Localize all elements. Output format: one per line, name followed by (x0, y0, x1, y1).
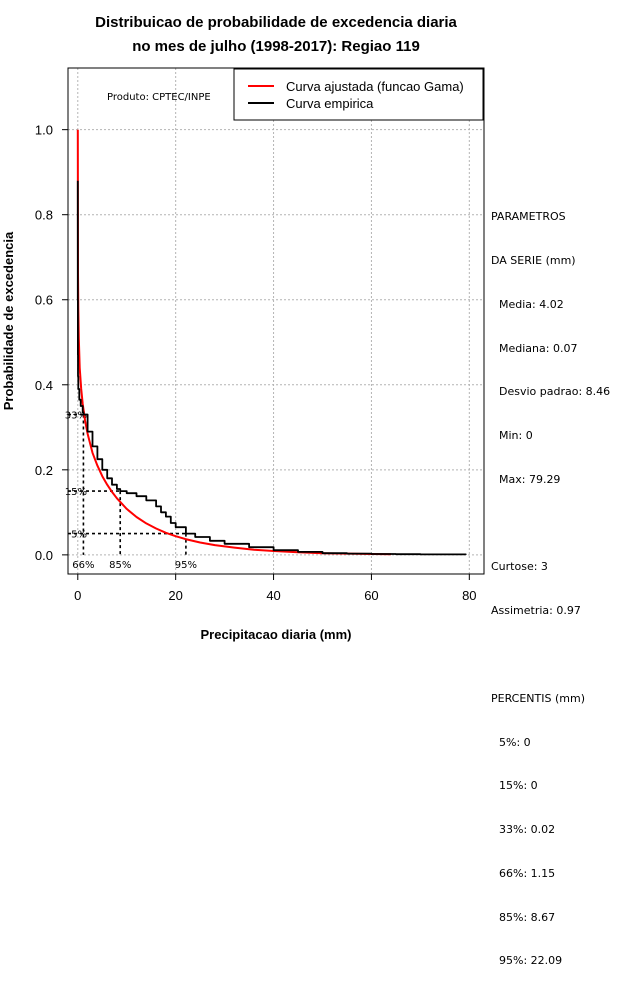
percentile-y-label: 33% (65, 411, 87, 422)
stat-p85: 85%: 8.67 (499, 910, 556, 924)
stat-media: Media: 4.02 (499, 297, 564, 311)
chart-title-line2: no mes de julho (1998-2017): Regiao 119 (132, 38, 420, 55)
legend: Curva ajustada (funcao Gama) Curva empir… (233, 68, 484, 121)
percentile-x-label: 95% (175, 560, 197, 571)
y-tick-label: 1.0 (35, 123, 53, 138)
percentile-y-label: 5% (71, 530, 87, 541)
series-lines (76, 129, 467, 556)
stat-max: Max: 79.29 (499, 472, 561, 486)
x-tick-label: 20 (168, 588, 182, 603)
stat-min: Min: 0 (499, 429, 533, 443)
y-axis-label: Probabilidade de excedencia (1, 231, 16, 410)
legend-label-fitted: Curva ajustada (funcao Gama) (286, 79, 464, 94)
y-tick-label: 0.8 (35, 208, 53, 223)
legend-box (233, 68, 484, 121)
percentile-x-label: 66% (72, 560, 94, 571)
grid-lines (68, 68, 484, 574)
x-axis-label: Precipitacao diaria (mm) (201, 627, 352, 642)
y-tick-label: 0.4 (35, 378, 53, 393)
stat-p66: 66%: 1.15 (499, 866, 556, 880)
percentis-header: PERCENTIS (mm) (491, 691, 585, 705)
y-tick-label: 0.6 (35, 293, 53, 308)
stat-desvio: Desvio padrao: 8.46 (499, 385, 611, 399)
stats-subheader: DA SERIE (mm) (491, 253, 576, 267)
stat-p5: 5%: 0 (499, 735, 531, 749)
stat-p15: 15%: 0 (499, 779, 538, 793)
stat-assimetria: Assimetria: 0.97 (491, 604, 581, 618)
empirical-curve (76, 180, 467, 556)
x-tick-label: 40 (266, 588, 280, 603)
axes: 0 20 40 60 80 0.0 0.2 0.4 0.6 0.8 1.0 (35, 123, 477, 603)
exceedance-chart: Distribuicao de probabilidade de exceden… (1, 14, 485, 642)
percentile-x-label: 85% (109, 560, 131, 571)
percentile-y-label: 15% (65, 487, 87, 498)
stat-mediana: Mediana: 0.07 (499, 341, 578, 355)
y-tick-label: 0.2 (35, 463, 53, 478)
x-tick-label: 0 (74, 588, 81, 603)
product-label: Produto: CPTEC/INPE (107, 92, 211, 103)
x-tick-label: 60 (364, 588, 378, 603)
stat-p33: 33%: 0.02 (499, 823, 556, 837)
percentile-markers: 33% 66% 15% 85% 5% 95% (65, 411, 197, 571)
stats-header: PARAMETROS (491, 210, 566, 224)
chart-title-line1: Distribuicao de probabilidade de exceden… (95, 14, 457, 31)
x-tick-label: 80 (462, 588, 476, 603)
stat-curtose: Curtose: 3 (491, 560, 548, 574)
legend-label-empirical: Curva empirica (286, 96, 374, 111)
series-statistics-panel: PARAMETROS DA SERIE (mm) Media: 4.02 Med… (491, 181, 610, 984)
fitted-gamma-curve (76, 129, 392, 556)
plot-frame (67, 67, 485, 575)
y-tick-label: 0.0 (35, 548, 53, 563)
stat-p95: 95%: 22.09 (499, 954, 563, 968)
